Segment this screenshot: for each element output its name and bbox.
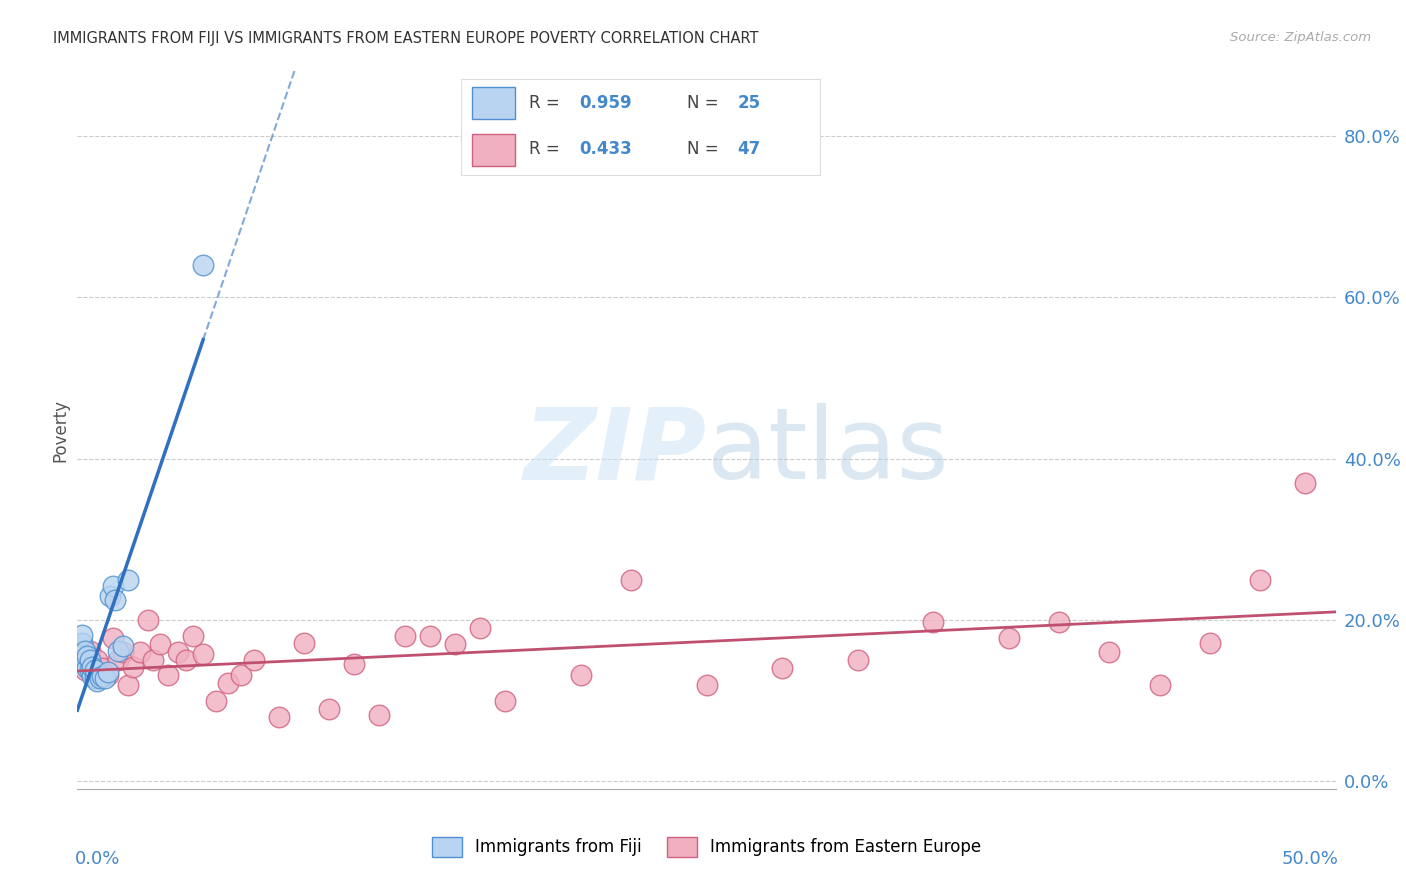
Point <box>107 643 129 657</box>
Point <box>76 649 98 664</box>
Point <box>91 661 114 675</box>
Point <box>204 694 226 708</box>
Point <box>174 653 197 667</box>
Point <box>997 631 1019 645</box>
Point <box>149 637 172 651</box>
Point <box>191 647 215 661</box>
Point <box>84 663 107 677</box>
Point <box>318 702 340 716</box>
Point <box>79 643 101 657</box>
Point <box>94 671 117 685</box>
Y-axis label: Poverty: Poverty <box>51 399 69 462</box>
Point <box>111 639 134 653</box>
Point <box>69 643 91 657</box>
Point <box>73 663 96 677</box>
Point <box>156 668 179 682</box>
Text: ZIP: ZIP <box>523 403 707 500</box>
Point <box>292 635 315 649</box>
Point <box>1149 677 1171 691</box>
Point <box>91 669 114 683</box>
Point <box>104 592 127 607</box>
Legend: Immigrants from Fiji, Immigrants from Eastern Europe: Immigrants from Fiji, Immigrants from Ea… <box>425 830 988 863</box>
Text: 50.0%: 50.0% <box>1281 850 1339 869</box>
Point <box>343 657 366 672</box>
Point <box>419 629 441 643</box>
Point <box>73 643 96 657</box>
Point <box>444 637 467 651</box>
Point <box>111 645 134 659</box>
Point <box>101 631 124 645</box>
Point <box>142 653 165 667</box>
Point <box>86 673 108 688</box>
Point <box>1249 573 1271 587</box>
Text: atlas: atlas <box>707 403 948 500</box>
Point <box>217 676 239 690</box>
Point <box>86 653 108 667</box>
Point <box>191 258 215 272</box>
Point <box>89 671 111 685</box>
Point <box>846 653 869 667</box>
Point <box>129 645 152 659</box>
Point <box>1098 645 1121 659</box>
Point <box>79 653 101 667</box>
Text: Source: ZipAtlas.com: Source: ZipAtlas.com <box>1230 31 1371 45</box>
Point <box>1295 475 1317 490</box>
Point <box>267 710 290 724</box>
Point <box>1047 615 1070 629</box>
Point <box>121 660 143 674</box>
Point <box>84 671 107 685</box>
Point <box>98 589 121 603</box>
Point <box>181 629 204 643</box>
Point <box>620 573 643 587</box>
Point <box>922 615 945 629</box>
Point <box>1199 635 1222 649</box>
Point <box>117 573 139 587</box>
Point <box>770 661 793 675</box>
Point <box>84 671 107 685</box>
Point <box>368 708 391 723</box>
Point <box>73 655 96 669</box>
Point <box>136 613 159 627</box>
Point <box>229 668 252 682</box>
Point <box>82 669 104 683</box>
Point <box>79 663 101 677</box>
Point <box>76 661 98 675</box>
Point <box>82 660 104 674</box>
Text: 0.0%: 0.0% <box>75 850 120 869</box>
Point <box>107 653 129 667</box>
Point <box>96 665 118 680</box>
Point <box>117 677 139 691</box>
Point <box>72 635 94 649</box>
Point <box>494 694 516 708</box>
Text: IMMIGRANTS FROM FIJI VS IMMIGRANTS FROM EASTERN EUROPE POVERTY CORRELATION CHART: IMMIGRANTS FROM FIJI VS IMMIGRANTS FROM … <box>53 31 759 46</box>
Point <box>96 668 118 682</box>
Point <box>242 653 264 667</box>
Point <box>101 579 124 593</box>
Point <box>167 645 190 659</box>
Point <box>696 677 718 691</box>
Point <box>394 629 416 643</box>
Point <box>569 668 592 682</box>
Point <box>72 627 94 641</box>
Point <box>468 621 491 635</box>
